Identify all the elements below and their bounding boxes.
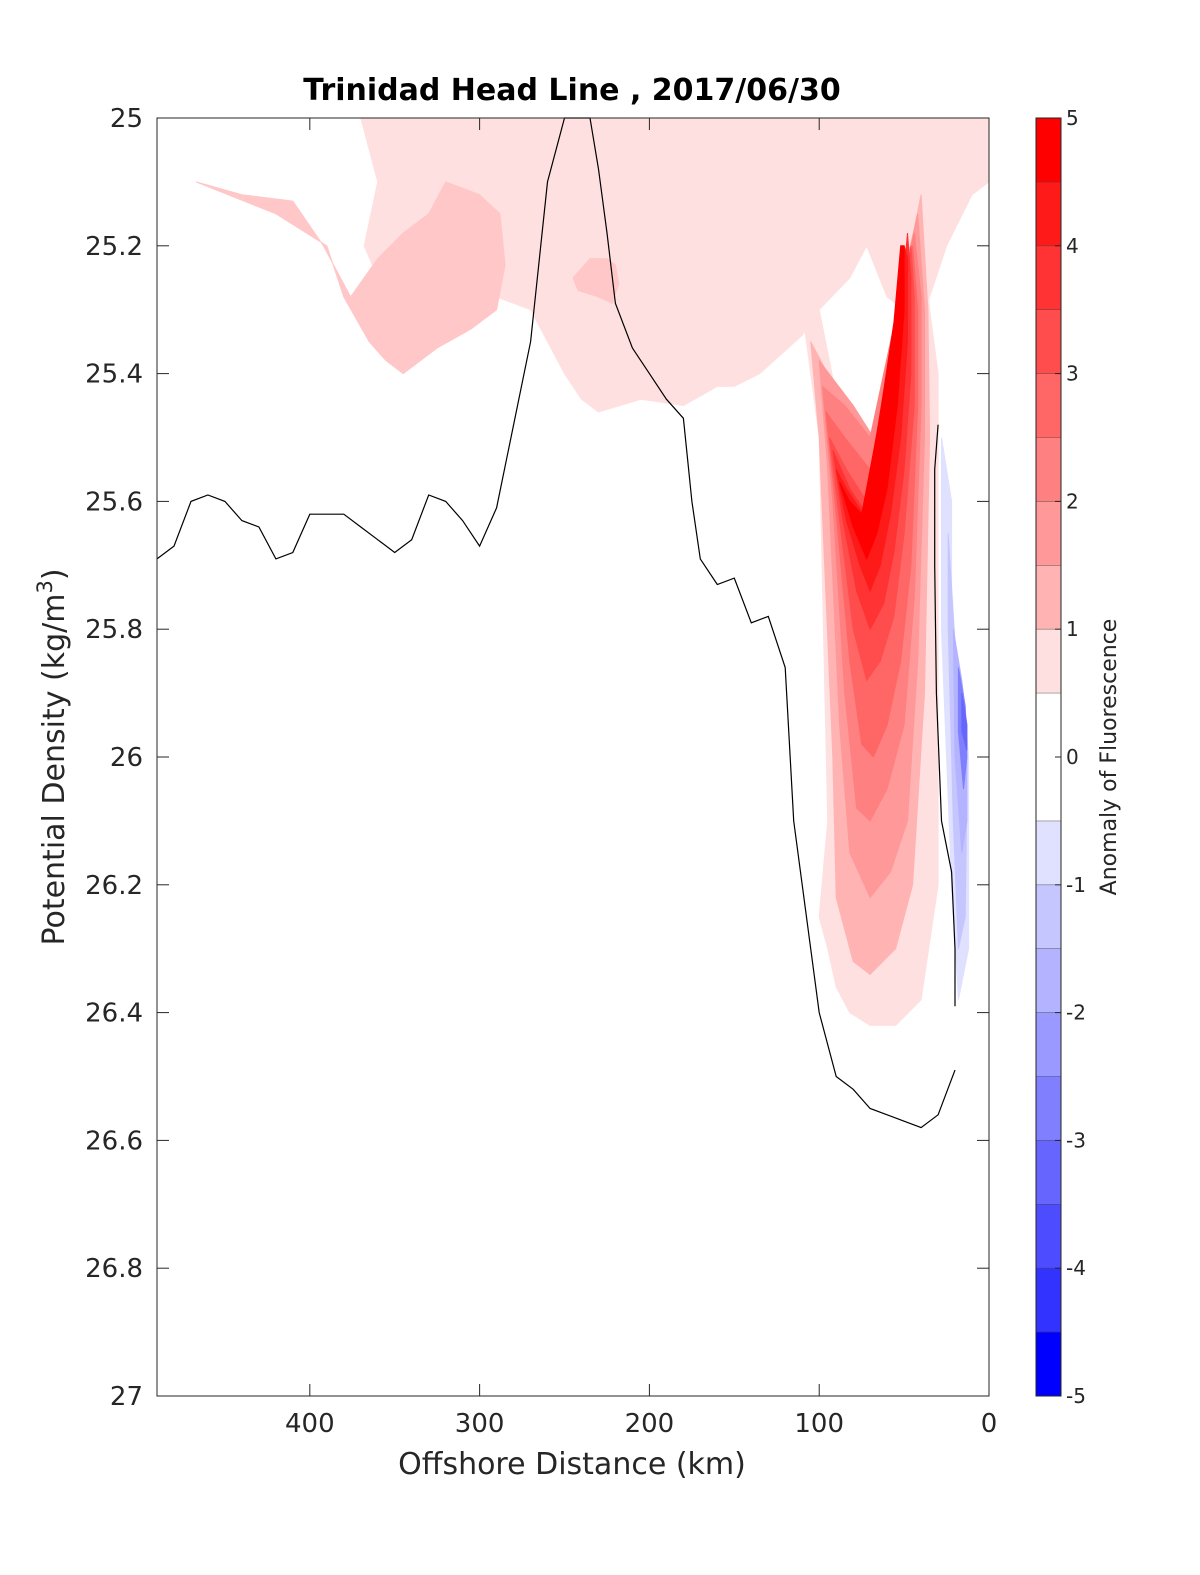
y-axis-title-superscript: 3 <box>33 580 57 593</box>
colorbar-tick-label: 4 <box>1066 234 1079 258</box>
colorbar-band <box>1036 245 1061 310</box>
filled-contours <box>157 117 990 1026</box>
colorbar-band <box>1036 309 1061 374</box>
y-axis-title-close: ) <box>37 568 72 580</box>
colorbar-band <box>1036 118 1061 182</box>
colorbar: 5 4 3 2 1 0 -1 -2 -3 -4 -5 <box>1035 106 1086 1408</box>
y-tick-label: 26.8 <box>85 1254 143 1284</box>
colorbar-band <box>1036 948 1061 1013</box>
colorbar-tick-label: 3 <box>1066 362 1079 386</box>
colorbar-band <box>1036 1076 1061 1141</box>
y-tick-label: 25 <box>110 104 143 134</box>
colorbar-band <box>1036 1140 1061 1205</box>
chart-title: Trinidad Head Line , 2017/06/30 <box>303 73 840 108</box>
zero-contour-line-1 <box>934 424 956 1007</box>
x-axis: 400 300 200 100 0 <box>285 118 997 1439</box>
y-tick-label: 25.2 <box>85 232 143 262</box>
zero-contour-line-0 <box>156 117 956 1129</box>
colorbar-tick-label: -2 <box>1066 1001 1086 1025</box>
y-axis: 25 25.2 25.4 25.6 25.8 26 26.2 26.4 26.6 26.8 27 <box>85 104 989 1412</box>
contour-region-2 <box>572 258 620 304</box>
x-axis-title: Offshore Distance (km) <box>398 1447 746 1482</box>
contour-region-20 <box>961 693 968 751</box>
x-tick-label: 400 <box>285 1409 335 1439</box>
y-axis-title: Potential Density (kg/m3) <box>33 568 72 945</box>
colorbar-tick-label: -3 <box>1066 1128 1086 1152</box>
colorbar-band <box>1036 884 1061 949</box>
colorbar-tick-label: -5 <box>1066 1384 1086 1408</box>
y-tick-label: 27 <box>110 1382 143 1412</box>
contour-region-6 <box>793 117 803 311</box>
colorbar-band <box>1036 1204 1061 1269</box>
colorbar-band <box>1036 820 1061 885</box>
x-tick-label: 0 <box>981 1409 998 1439</box>
colorbar-band <box>1036 1268 1061 1333</box>
colorbar-tick-label: -1 <box>1066 873 1086 897</box>
y-tick-label: 26 <box>110 743 143 773</box>
y-tick-label: 25.4 <box>85 360 143 390</box>
x-tick-label: 200 <box>625 1409 675 1439</box>
y-tick-label: 26.4 <box>85 999 143 1029</box>
colorbar-band <box>1036 1012 1061 1077</box>
y-tick-label: 25.8 <box>85 615 143 645</box>
colorbar-tick-label: 5 <box>1066 106 1079 130</box>
x-tick-label: 100 <box>794 1409 844 1439</box>
y-tick-label: 26.6 <box>85 1126 143 1156</box>
contour-region-1 <box>195 181 506 375</box>
colorbar-tick-label: 0 <box>1066 745 1079 769</box>
colorbar-band <box>1036 565 1061 630</box>
colorbar-band <box>1036 437 1061 502</box>
colorbar-band <box>1036 629 1061 694</box>
y-tick-label: 26.2 <box>85 871 143 901</box>
colorbar-title: Anomaly of Fluorescence <box>1097 619 1122 896</box>
colorbar-band <box>1036 1332 1061 1396</box>
colorbar-band <box>1036 501 1061 566</box>
contour-region-15 <box>839 245 905 561</box>
colorbar-band <box>1036 181 1061 246</box>
colorbar-tick-label: 2 <box>1066 489 1079 513</box>
colorbar-tick-label: 1 <box>1066 617 1079 641</box>
colorbar-band <box>1036 373 1061 438</box>
colorbar-tick-label: -4 <box>1066 1256 1086 1280</box>
contour-region-3 <box>428 117 455 132</box>
y-tick-label: 25.6 <box>85 487 143 517</box>
y-axis-title-main: Potential Density (kg/m <box>37 594 72 946</box>
x-tick-label: 300 <box>455 1409 505 1439</box>
zero-contour-lines <box>156 117 956 1129</box>
